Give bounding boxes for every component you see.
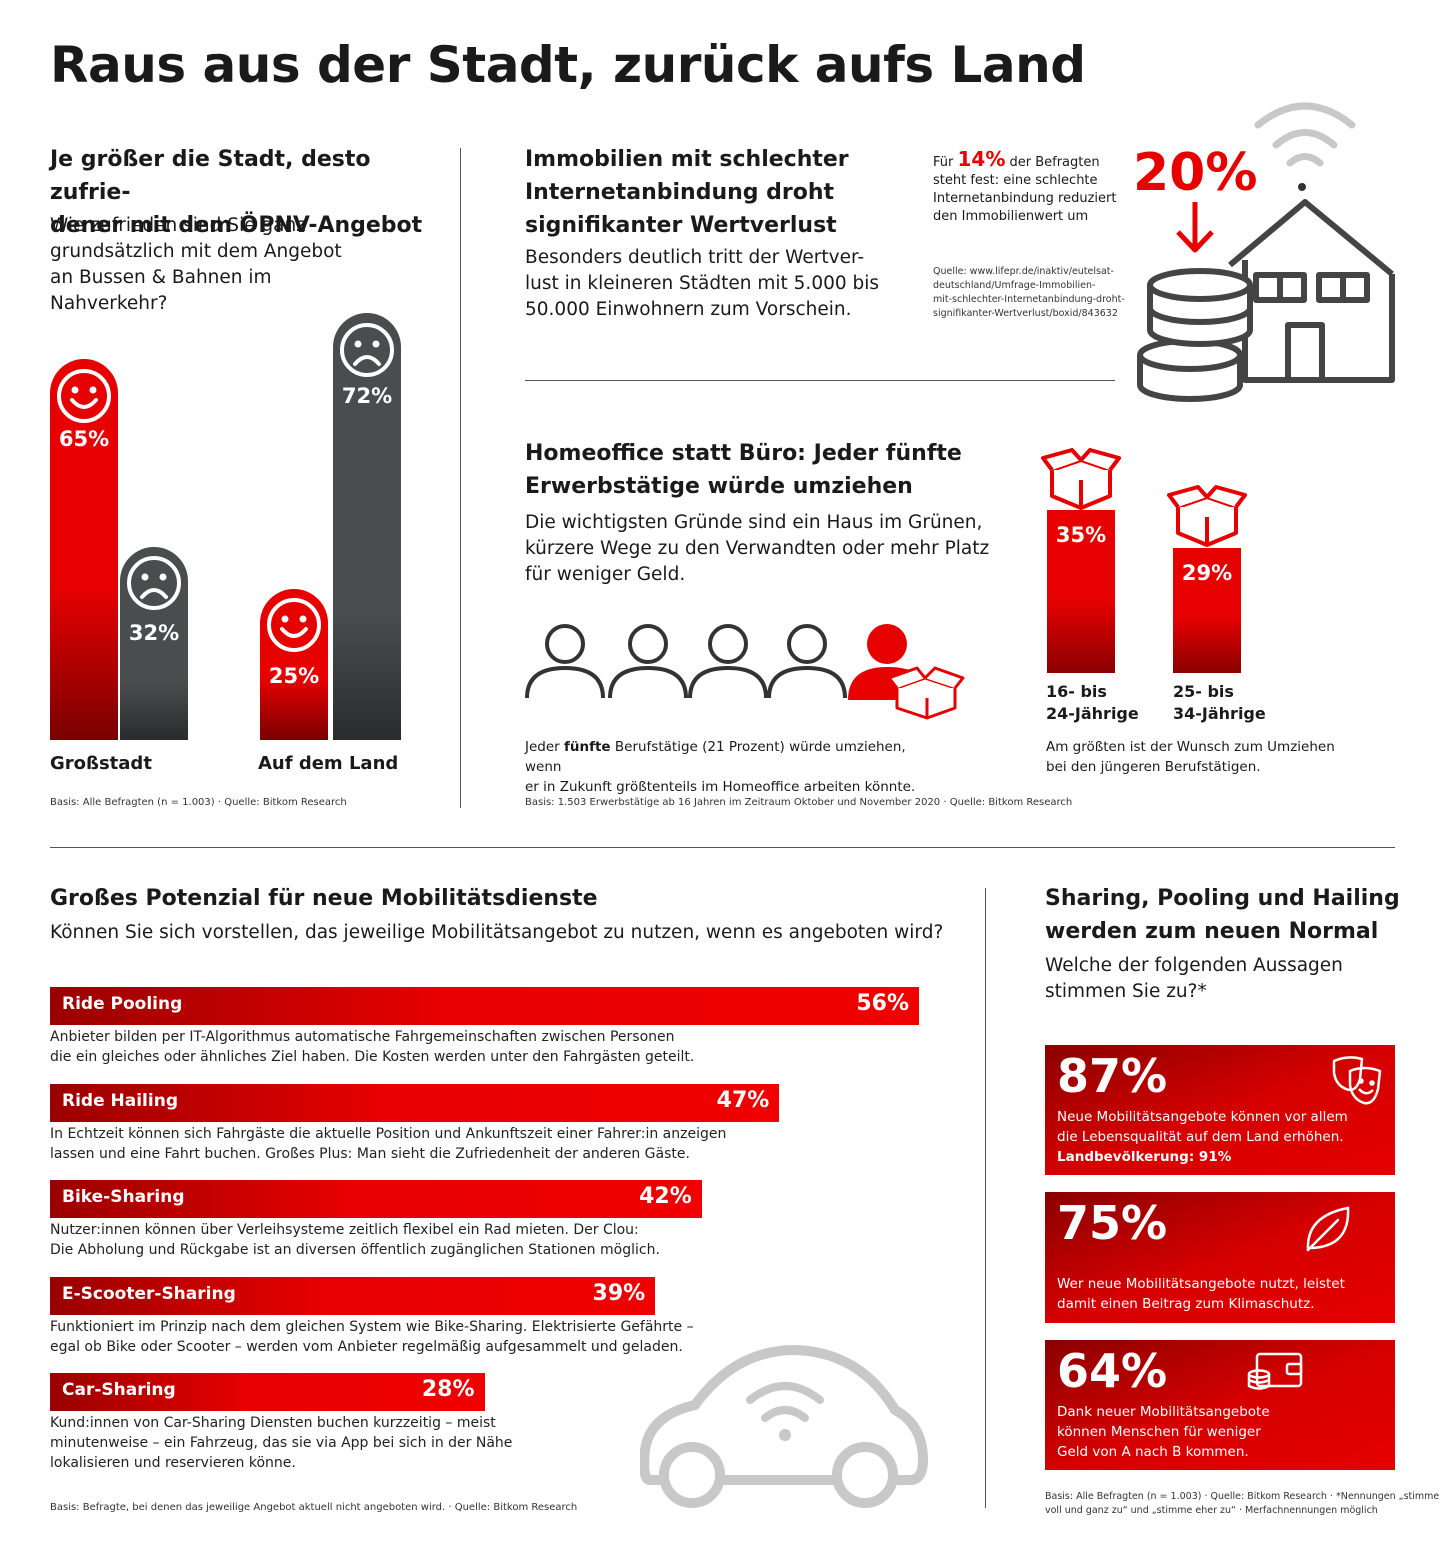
section3-body: Die wichtigsten Gründe sind ein Haus im … (525, 512, 990, 585)
house-coins-icon (1137, 199, 1395, 402)
section2-note: Für 14% der Befragten steht fest: eine s… (933, 147, 1117, 224)
mobility-bar-value: 56% (856, 991, 909, 1016)
section3-source: Basis: 1.503 Erwerbstätige ab 16 Jahren … (525, 797, 1073, 808)
mobility-bar-label: Bike-Sharing (62, 1187, 185, 1207)
bar-grossstadt-unzufrieden (120, 547, 188, 740)
section3-caption: Jeder fünfte Berufstätige (21 Prozent) w… (525, 739, 916, 795)
mobility-description: Anbieter bilden per IT-Algorithmus autom… (50, 1029, 695, 1065)
page-title: Raus aus der Stadt, zurück aufs Land (50, 36, 1086, 94)
section5-source: Basis: Alle Befragten (n = 1.003) · Quel… (1045, 1491, 1440, 1516)
box-icon (1167, 485, 1247, 547)
mobility-bar: E-Scooter-Sharing 39% (50, 1276, 656, 1315)
mobility-description: Nutzer:innen können über Verleihsysteme … (50, 1222, 660, 1258)
wallet-coins-icon (1247, 1352, 1303, 1390)
wifi-icon (1254, 102, 1356, 191)
mobility-description: Kund:innen von Car-Sharing Diensten buch… (50, 1415, 513, 1471)
stat-box-lebensqualitaet: 87% Neue Mobilitätsangebote können vor a… (1045, 1045, 1395, 1175)
section2-body: Besonders deutlich tritt der Wertver- lu… (525, 247, 880, 320)
section4-question: Können Sie sich vorstellen, das jeweilig… (50, 922, 944, 943)
stat-text: Neue Mobilitätsangebote können vor allem… (1057, 1109, 1348, 1145)
mobility-bar: Ride Hailing 47% (50, 1083, 780, 1122)
stat-box-klimaschutz: 75% Wer neue Mobilitätsangebote nutzt, l… (1045, 1192, 1395, 1323)
bar-age-16-24-label: 35% (1055, 523, 1107, 547)
mobility-bar-value: 39% (592, 1280, 646, 1306)
mobility-bar-label: Ride Hailing (62, 1090, 178, 1111)
section1-question: Wie zufrieden sind Sie ganz grundsätzlic… (50, 215, 342, 314)
section4-heading: Großes Potenzial für neue Mobilitätsdien… (50, 886, 598, 911)
age-caption: Am größten ist der Wunsch zum Umziehen b… (1046, 739, 1335, 775)
theater-masks-icon (1332, 1056, 1382, 1105)
big-percentage: 20% (1133, 143, 1258, 203)
stat-text: Wer neue Mobilitätsangebote nutzt, leist… (1057, 1276, 1345, 1312)
bar-land-unzufrieden (333, 313, 401, 740)
section2-source: Quelle: www.lifepr.de/inaktiv/eutelsat- … (933, 266, 1125, 319)
divider (50, 847, 1395, 848)
box-icon (1041, 448, 1121, 510)
mobility-bar-value: 28% (421, 1377, 475, 1402)
bar-age-25-34-label: 29% (1181, 561, 1233, 585)
category-label-grossstadt: Großstadt (50, 753, 152, 774)
bar-grossstadt-unzufrieden-label: 32% (128, 621, 180, 645)
bar-grossstadt-zufrieden-label: 65% (58, 427, 110, 451)
smiley-happy-icon (267, 598, 321, 652)
people-icons (525, 624, 965, 720)
bar-age-25-34 (1173, 548, 1241, 673)
mobility-bar-value: 42% (639, 1184, 692, 1209)
mobility-bar-label: Ride Pooling (62, 994, 183, 1014)
divider (460, 148, 461, 808)
bar-land-unzufrieden-label: 72% (341, 384, 393, 408)
smiley-sad-icon (127, 556, 181, 610)
mobility-description: In Echtzeit können sich Fahrgäste die ak… (50, 1125, 727, 1162)
mobility-bar: Car-Sharing 28% (50, 1373, 485, 1411)
mobility-description: Funktioniert im Prinzip nach dem gleiche… (50, 1318, 694, 1355)
mobility-bar: Bike-Sharing 42% (50, 1180, 702, 1218)
section1-source: Basis: Alle Befragten (n = 1.003) · Quel… (50, 797, 347, 808)
arrow-down-icon (1176, 202, 1214, 253)
smiley-sad-icon (340, 323, 394, 377)
section1-heading: Je größer die Stadt, desto zufrie- dener… (50, 147, 423, 238)
mobility-bar: Ride Pooling 56% (50, 987, 919, 1025)
divider (525, 380, 1115, 381)
mobility-bar-value: 47% (716, 1087, 770, 1113)
stat-value: 87% (1057, 1049, 1168, 1103)
age-label-25-34: 25- bis 34-Jährige (1173, 682, 1266, 723)
divider (985, 888, 986, 1508)
mobility-bar-label: Car-Sharing (62, 1380, 176, 1400)
section5-heading: Sharing, Pooling und Hailing werden zum … (1045, 886, 1400, 944)
stat-note: Landbevölkerung: 91% (1057, 1149, 1232, 1165)
stat-text: Dank neuer Mobilitätsangebote können Men… (1057, 1404, 1270, 1460)
smiley-happy-icon (57, 369, 111, 423)
section3-heading: Homeoffice statt Büro: Jeder fünfte Erwe… (525, 441, 962, 499)
section5-question: Welche der folgenden Aussagen stimmen Si… (1045, 955, 1343, 1002)
section2-heading: Immobilien mit schlechter Internetanbind… (525, 147, 849, 238)
section4-source: Basis: Befragte, bei denen das jeweilige… (50, 1502, 578, 1513)
stat-value: 75% (1057, 1196, 1168, 1250)
category-label-land: Auf dem Land (258, 753, 399, 774)
leaf-icon (1306, 1206, 1350, 1252)
age-label-16-24: 16- bis 24-Jährige (1046, 682, 1139, 723)
bar-land-zufrieden-label: 25% (268, 664, 320, 688)
stat-value: 64% (1057, 1344, 1168, 1398)
stat-box-geld: 64% Dank neuer Mobilitätsangebote können… (1045, 1340, 1395, 1470)
bar-age-16-24 (1047, 510, 1115, 673)
mobility-bar-label: E-Scooter-Sharing (62, 1283, 236, 1304)
car-icon (640, 1345, 928, 1508)
